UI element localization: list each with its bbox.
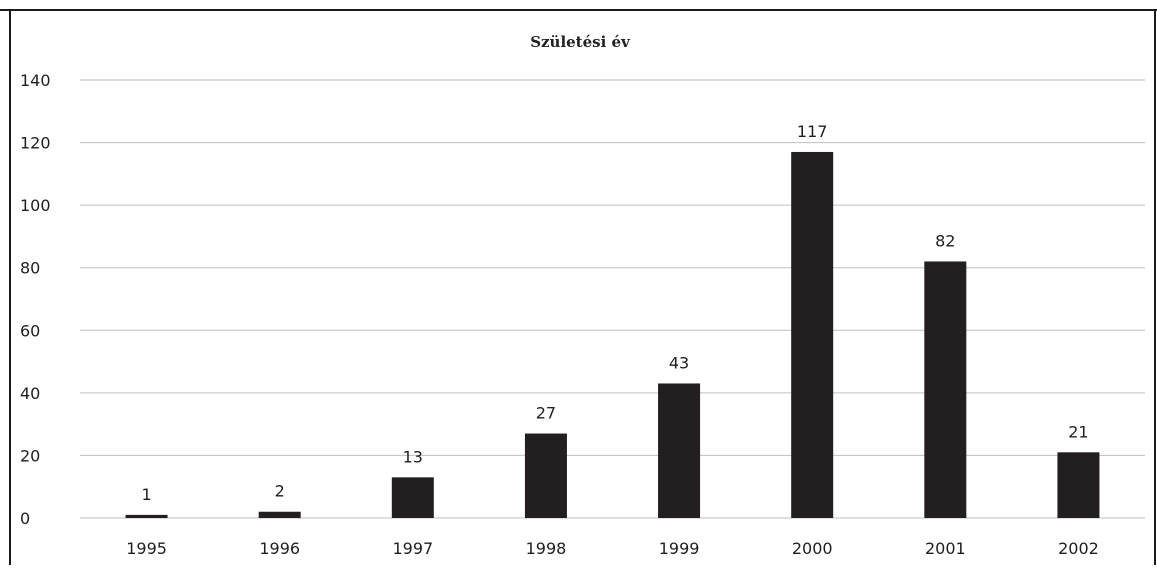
- x-tick-label-1995: 1995: [126, 539, 167, 558]
- bar-1995: [125, 514, 168, 518]
- data-labels: 1 2 13 27 43 117 82 21: [141, 122, 1088, 504]
- y-tick-label: 140: [20, 71, 51, 90]
- x-tick-label-1998: 1998: [526, 539, 567, 558]
- bar-1997: [391, 477, 434, 518]
- data-label-2001: 82: [935, 231, 955, 250]
- bar-1999: [658, 383, 701, 518]
- y-tick-label: 80: [20, 259, 40, 278]
- x-tick-label-2001: 2001: [925, 539, 966, 558]
- bar-1996: [258, 511, 301, 518]
- y-tick-label: 60: [20, 321, 40, 340]
- gridlines: [80, 79, 1145, 519]
- bar-2000: [791, 151, 834, 518]
- data-label-1995: 1: [141, 485, 151, 504]
- x-tick-label-2000: 2000: [792, 539, 833, 558]
- data-label-2000: 117: [797, 122, 828, 141]
- x-tick-label-1997: 1997: [392, 539, 433, 558]
- bar-2001: [924, 261, 967, 518]
- y-tick-label: 20: [20, 446, 40, 465]
- x-tick-label-1999: 1999: [659, 539, 700, 558]
- data-label-1998: 27: [536, 404, 556, 423]
- data-label-1996: 2: [275, 482, 285, 501]
- data-label-1999: 43: [669, 353, 689, 372]
- y-tick-label: 120: [20, 134, 51, 153]
- data-label-1997: 13: [403, 447, 423, 466]
- y-tick-label: 40: [20, 384, 40, 403]
- x-tick-label-2002: 2002: [1058, 539, 1099, 558]
- y-tick-label: 0: [20, 509, 30, 528]
- y-tick-label: 100: [20, 196, 51, 215]
- bars: [125, 151, 1100, 518]
- data-label-2002: 21: [1068, 422, 1088, 441]
- chart-title: Születési év: [530, 33, 631, 51]
- bar-2002: [1057, 452, 1100, 518]
- bar-1998: [524, 433, 567, 518]
- x-axis-tick-labels: 1995 1996 1997 1998 1999 2000 2001 2002: [126, 539, 1099, 558]
- y-axis-tick-labels: 0 20 40 60 80 100 120 140: [20, 71, 51, 528]
- x-tick-label-1996: 1996: [259, 539, 300, 558]
